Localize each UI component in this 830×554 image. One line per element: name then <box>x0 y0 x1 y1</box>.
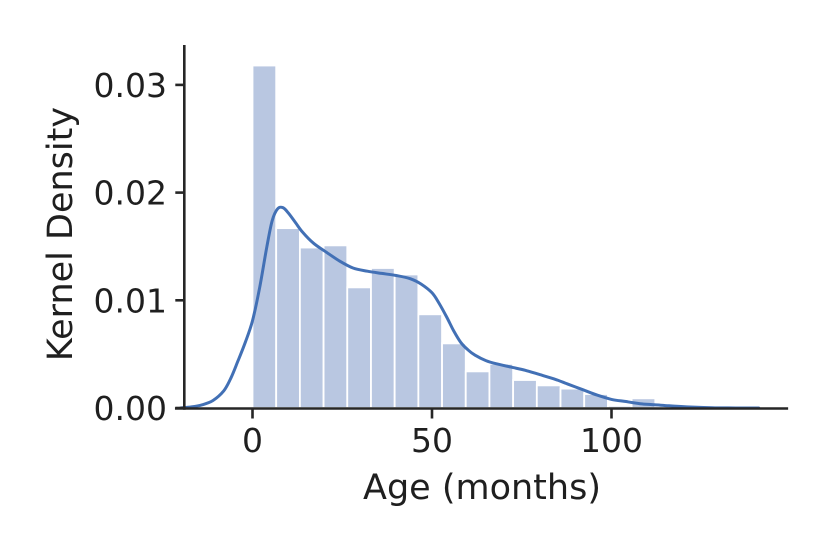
histogram-bar <box>298 246 325 409</box>
histogram-bars <box>251 64 657 409</box>
histogram-bar <box>488 362 515 409</box>
axes-ticks: 0 50 100 0.00 0.01 0.02 0.03 <box>94 66 643 460</box>
x-tick-label: 0 <box>242 421 263 460</box>
histogram-bar <box>275 227 301 409</box>
y-axis-label: Kernel Density <box>41 107 81 361</box>
x-tick-label: 100 <box>580 421 643 460</box>
histogram-bar <box>512 379 538 409</box>
histogram-bar <box>464 370 491 409</box>
y-tick-label: 0.01 <box>94 281 167 320</box>
histogram-bar <box>559 387 586 409</box>
histogram-bar <box>393 273 420 409</box>
histogram-bar <box>370 267 396 409</box>
kde-curve <box>179 205 761 410</box>
histogram-bar <box>346 286 372 409</box>
x-tick-label: 50 <box>411 421 453 460</box>
histogram-bar <box>535 384 562 409</box>
y-tick-label: 0.00 <box>94 389 167 428</box>
axes-spines <box>174 45 789 410</box>
y-tick-label: 0.03 <box>94 66 167 105</box>
histogram-bar <box>441 342 467 409</box>
histogram-bar <box>322 244 349 409</box>
y-tick-label: 0.02 <box>94 174 167 213</box>
x-axis-label: Age (months) <box>363 468 601 508</box>
histogram-bar <box>417 313 443 409</box>
histogram-bar <box>251 64 278 409</box>
